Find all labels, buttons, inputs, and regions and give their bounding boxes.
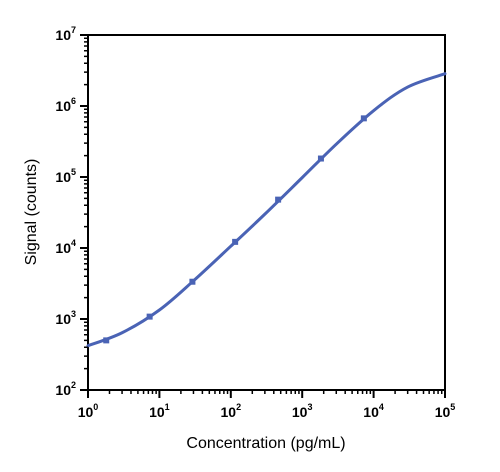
y-tick-label-3: 105 — [55, 167, 76, 185]
x-axis-title: Concentration (pg/mL) — [186, 435, 345, 452]
axis-ticks: 100 101 102 103 104 105 102 103 104 105 106 107 — [55, 25, 455, 420]
y-tick-label-1: 103 — [55, 309, 76, 327]
x-tick-label-1: 101 — [149, 402, 170, 420]
plot-area — [86, 34, 447, 391]
data-point-4 — [232, 238, 239, 245]
y-tick-label-5: 107 — [55, 25, 76, 43]
x-tick-label-5: 105 — [435, 402, 456, 420]
x-tick-label-3: 103 — [292, 402, 313, 420]
y-tick-label-0: 102 — [55, 380, 76, 398]
fit-curve-line — [86, 72, 447, 348]
x-tick-label-0: 100 — [78, 402, 99, 420]
y-tick-label-4: 106 — [55, 96, 76, 114]
data-point-1 — [103, 337, 110, 344]
data-point-7 — [360, 115, 367, 122]
y-axis-title: Signal (counts) — [23, 159, 40, 266]
y-tick-label-2: 104 — [55, 238, 76, 256]
x-tick-label-4: 104 — [363, 402, 384, 420]
x-tick-label-2: 102 — [221, 402, 242, 420]
data-point-3 — [189, 278, 196, 285]
data-point-5 — [275, 196, 282, 203]
plot-frame — [87, 34, 446, 391]
data-point-6 — [317, 155, 324, 162]
data-point-2 — [146, 313, 153, 320]
